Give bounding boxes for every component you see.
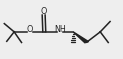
Text: O: O: [40, 7, 47, 16]
Polygon shape: [73, 32, 89, 43]
Text: NH: NH: [54, 25, 66, 34]
Text: O: O: [27, 25, 33, 34]
